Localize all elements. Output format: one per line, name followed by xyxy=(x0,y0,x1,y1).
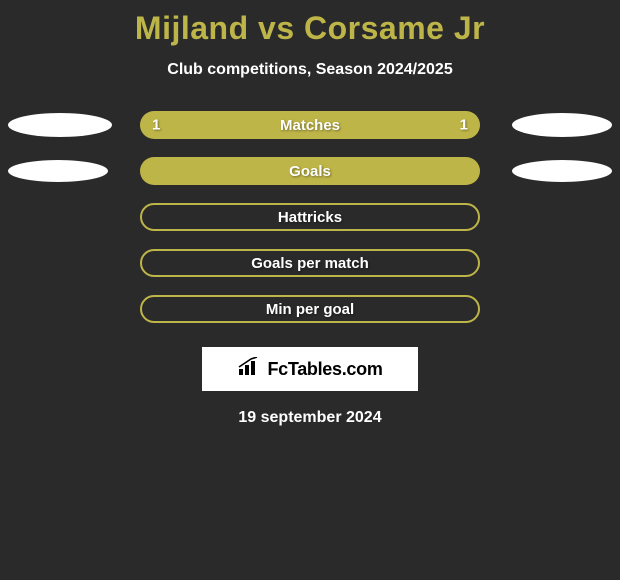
stat-label: Goals xyxy=(289,163,331,180)
right-blob xyxy=(512,160,612,182)
date-line: 19 september 2024 xyxy=(0,409,620,427)
stat-row: Goals per match xyxy=(0,249,620,277)
stat-rows: 1 Matches 1 Goals Hattricks Goals per match Mi… xyxy=(0,111,620,323)
left-blob xyxy=(8,113,112,137)
stat-bar: Goals xyxy=(140,157,480,185)
stat-row: Hattricks xyxy=(0,203,620,231)
logo-text: FcTables.com xyxy=(267,359,382,380)
stat-label: Min per goal xyxy=(266,301,354,318)
stat-bar: Goals per match xyxy=(140,249,480,277)
stat-bar: 1 Matches 1 xyxy=(140,111,480,139)
left-blob xyxy=(8,160,108,182)
page-title: Mijland vs Corsame Jr xyxy=(0,0,620,47)
right-blob xyxy=(512,113,612,137)
stat-row: Goals xyxy=(0,157,620,185)
stat-bar: Min per goal xyxy=(140,295,480,323)
stat-label: Hattricks xyxy=(278,209,342,226)
stat-value-left: 1 xyxy=(152,117,160,134)
subtitle: Club competitions, Season 2024/2025 xyxy=(0,61,620,79)
stat-bar: Hattricks xyxy=(140,203,480,231)
logo-box: FcTables.com xyxy=(202,347,418,391)
stat-row: 1 Matches 1 xyxy=(0,111,620,139)
stat-row: Min per goal xyxy=(0,295,620,323)
stat-label: Goals per match xyxy=(251,255,369,272)
stat-value-right: 1 xyxy=(460,117,468,134)
stat-label: Matches xyxy=(280,117,340,134)
chart-icon xyxy=(237,357,263,382)
